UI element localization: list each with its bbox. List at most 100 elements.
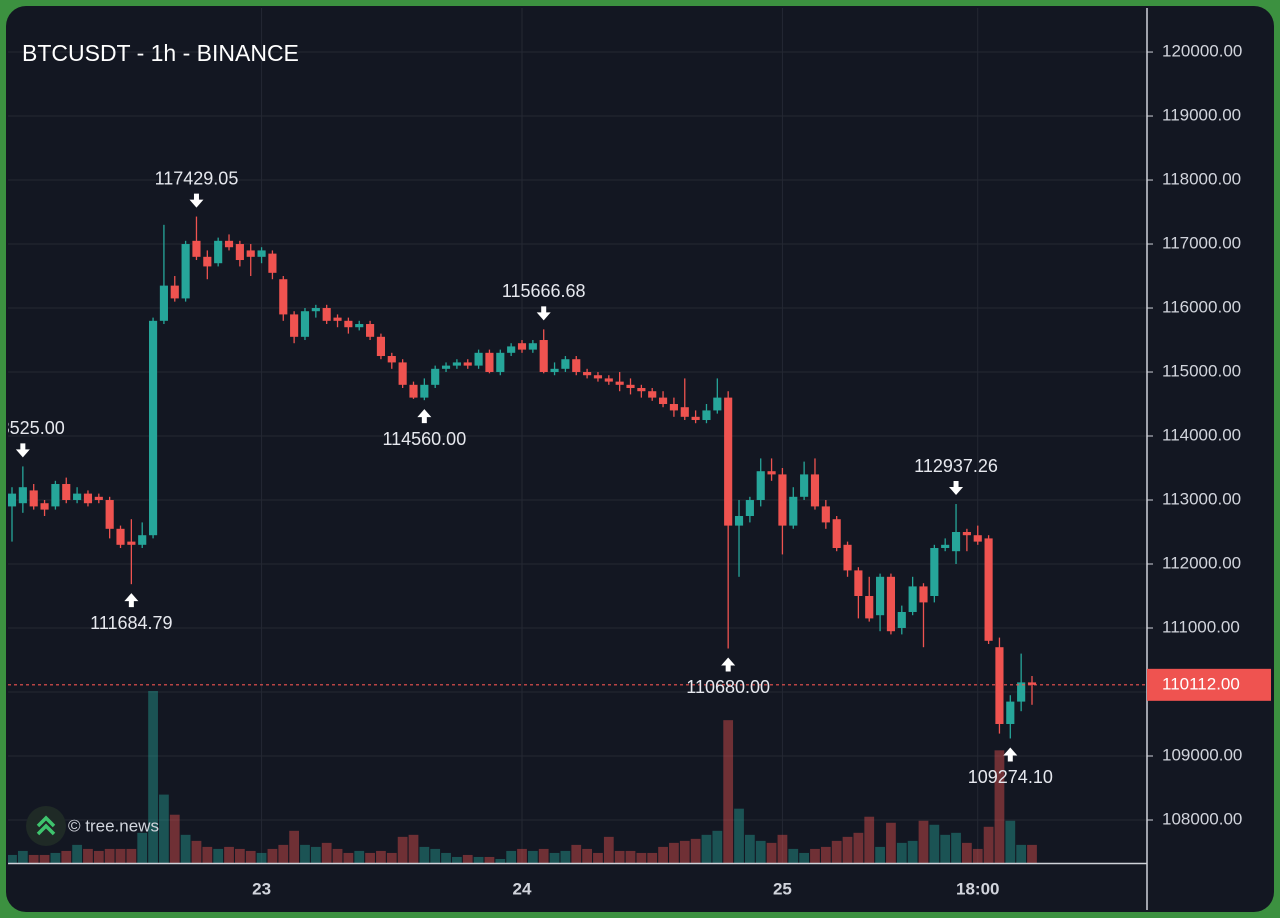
candle-body <box>279 279 288 315</box>
candle-body <box>778 474 787 526</box>
volume-bar <box>734 808 744 863</box>
candle-body <box>517 343 527 350</box>
y-tick-label: 109000.00 <box>1162 745 1242 764</box>
candle-body <box>322 308 331 321</box>
volume-bar <box>61 850 72 863</box>
x-tick-label: 24 <box>513 879 532 898</box>
x-tick-label: 25 <box>773 879 792 898</box>
volume-bar <box>224 846 234 863</box>
candle-body <box>51 484 60 507</box>
candle-body <box>626 384 635 389</box>
watermark-text: © tree.news <box>68 816 159 835</box>
candle-body <box>832 519 841 549</box>
candle-body <box>94 496 103 501</box>
candle-body <box>995 647 1004 724</box>
candle-body <box>669 404 678 411</box>
volume-bar <box>799 852 810 863</box>
candle-body <box>734 516 744 526</box>
y-tick-label: 111000.00 <box>1162 617 1240 636</box>
volume-bar <box>148 691 158 863</box>
candle-body <box>62 484 71 501</box>
volume-bar <box>766 842 777 863</box>
candle-body <box>474 352 483 366</box>
candle-body <box>40 503 49 510</box>
volume-bar <box>50 852 61 863</box>
volume-bar <box>104 848 115 863</box>
candle-body <box>398 362 407 385</box>
volume-bar <box>39 854 50 863</box>
volume-bar <box>918 820 929 863</box>
annotation-arrow <box>949 481 964 496</box>
volume-bar <box>354 850 365 863</box>
volume-bar <box>853 832 864 863</box>
candle-body <box>170 285 179 299</box>
candle-body <box>876 576 885 616</box>
volume-bar <box>636 852 647 863</box>
volume-bar <box>517 848 527 863</box>
candle-body <box>355 324 364 328</box>
volume-bar <box>376 850 386 863</box>
candle-body <box>29 490 38 507</box>
candle-body <box>528 343 537 350</box>
candle-body <box>463 362 472 366</box>
candle-body <box>116 528 125 545</box>
candle-body <box>235 244 244 261</box>
volume-bar <box>929 824 940 863</box>
y-tick-label: 119000.00 <box>1162 106 1241 125</box>
volume-bar <box>712 830 723 863</box>
candle-body <box>550 368 559 373</box>
candle-body <box>691 416 700 421</box>
candle-body <box>1017 682 1026 702</box>
candle-body <box>192 240 201 257</box>
last-price-label: 110112.00 <box>1162 674 1240 693</box>
annotation-label: 115666.68 <box>502 281 586 301</box>
annotation-arrow <box>189 193 204 208</box>
candle-body <box>713 397 722 411</box>
candle-body <box>344 320 353 328</box>
annotation-label: 114560.00 <box>382 429 466 449</box>
candle-body <box>83 493 93 504</box>
volume-bar <box>473 856 484 863</box>
volume-bar <box>647 852 658 863</box>
candle-body <box>8 493 17 507</box>
volume-bar <box>690 838 701 863</box>
volume-bar <box>886 822 896 863</box>
volume-bar <box>321 842 332 863</box>
candle-body <box>962 532 971 536</box>
candle-body <box>268 253 277 273</box>
volume-bar <box>842 836 853 863</box>
volume-bar <box>1005 820 1016 863</box>
candle-body <box>886 576 896 632</box>
volume-bar <box>495 858 506 863</box>
volume-bar <box>180 834 191 863</box>
candle-body <box>333 317 342 321</box>
volume-bar <box>603 836 614 863</box>
annotation-arrow <box>721 657 736 672</box>
candle-body <box>930 548 939 597</box>
candle-body <box>300 311 310 337</box>
candle-body <box>420 384 429 398</box>
candle-body <box>496 352 505 373</box>
annotation-arrow <box>417 409 432 424</box>
volume-bar <box>430 848 441 863</box>
y-tick-label: 117000.00 <box>1162 234 1241 253</box>
volume-bar <box>755 840 766 863</box>
volume-bar <box>669 842 679 863</box>
volume-bar <box>983 826 994 863</box>
candle-body <box>246 250 255 257</box>
candle-body <box>767 471 776 475</box>
candle-body <box>224 240 234 248</box>
volume-bar <box>549 852 560 863</box>
volume-bar <box>527 850 538 863</box>
y-tick-label: 108000.00 <box>1162 809 1242 828</box>
volume-bar <box>267 848 278 863</box>
volume-bar <box>744 834 755 863</box>
y-tick-label: 112000.00 <box>1162 553 1241 572</box>
candle-body <box>376 336 386 357</box>
candle-body <box>311 308 320 312</box>
candle-body <box>1027 682 1037 685</box>
annotation-arrow <box>1003 747 1018 762</box>
volume-bar <box>571 844 582 863</box>
